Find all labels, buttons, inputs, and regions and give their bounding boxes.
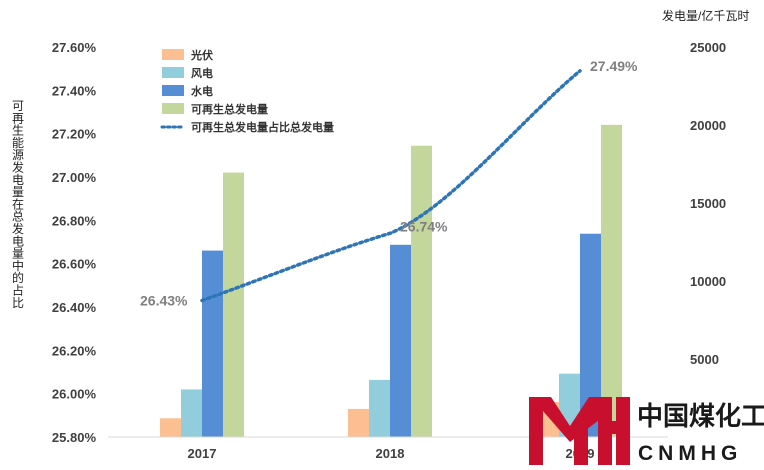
- y1-axis-title: 可再生能源发电量在总发电量中的占比: [12, 99, 24, 310]
- watermark-en: CNMHG: [638, 442, 742, 465]
- y2-tick-label: 5000: [690, 352, 719, 367]
- bar: [348, 408, 369, 437]
- bars-layer: [160, 124, 622, 438]
- y1-tick-label: 25.80%: [52, 430, 97, 445]
- watermark-cn: 中国煤化工: [637, 401, 764, 431]
- ratio-line: [200, 69, 582, 303]
- legend-swatch: [162, 67, 184, 78]
- ratio-line-layer: 26.43% 26.74% 27.49%: [140, 58, 638, 309]
- y1-tick-label: 27.40%: [52, 83, 97, 98]
- y1-tick-label: 26.80%: [52, 213, 97, 228]
- ratio-data-label: 26.43%: [140, 293, 188, 309]
- watermark-logo: 中国煤化工 CNMHG: [529, 397, 764, 465]
- legend-label: 可再生总发电量: [191, 102, 268, 116]
- y1-tick-label: 27.60%: [52, 40, 97, 55]
- bar: [601, 124, 622, 438]
- y1-tick-label: 26.40%: [52, 300, 97, 315]
- y2-tick-label: 15000: [690, 196, 726, 211]
- bar: [390, 244, 411, 437]
- bar: [580, 233, 601, 437]
- legend-swatch: [162, 103, 184, 114]
- y1-tick-label: 26.00%: [52, 387, 97, 402]
- bar: [160, 418, 181, 437]
- legend-label: 风电: [191, 66, 213, 80]
- bar: [181, 389, 202, 437]
- x-tick-label: 2018: [376, 446, 405, 461]
- legend-label: 可再生总发电量占比总发电量: [191, 120, 334, 134]
- y2-tick-label: 10000: [690, 274, 726, 289]
- y1-tick-label: 27.20%: [52, 127, 97, 142]
- ratio-data-label: 27.49%: [590, 58, 638, 74]
- legend-swatch: [162, 49, 184, 60]
- legend-label: 光伏: [190, 48, 213, 62]
- bar: [411, 145, 432, 438]
- axes-layer: 25.80% 26.00% 26.20% 26.40% 26.60% 26.80% 27.0…: [52, 40, 726, 461]
- y1-tick-label: 26.60%: [52, 257, 97, 272]
- bar: [202, 250, 223, 437]
- x-tick-label: 2017: [188, 446, 217, 461]
- legend-swatch: [162, 85, 184, 96]
- y2-axis-title: 发电量/亿千瓦时: [662, 8, 749, 23]
- y1-tick-label: 26.20%: [52, 343, 97, 358]
- logo-mark: [529, 397, 630, 465]
- y2-tick-label: 25000: [690, 40, 726, 55]
- y1-tick-label: 27.00%: [52, 170, 97, 185]
- y2-tick-label: 20000: [690, 118, 726, 133]
- bar: [223, 172, 244, 437]
- legend-label: 水电: [191, 84, 213, 98]
- ratio-data-label: 26.74%: [400, 218, 448, 234]
- bar: [369, 379, 390, 437]
